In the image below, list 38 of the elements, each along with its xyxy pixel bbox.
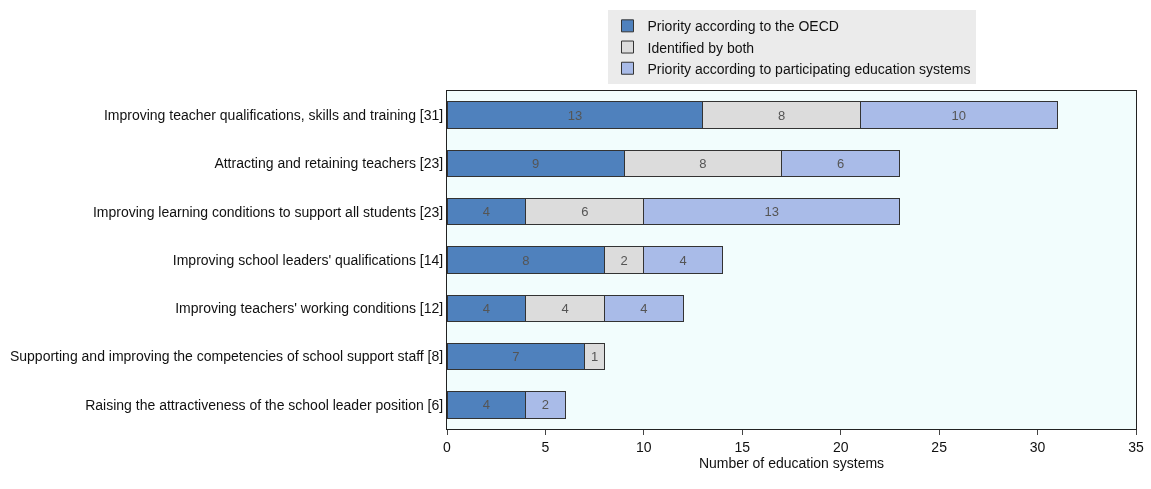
x-tick-label: 10 xyxy=(636,438,652,455)
data-label: 4 xyxy=(640,300,648,316)
y-tick-label: Improving school leaders' qualifications [14] xyxy=(172,251,444,268)
y-tick-label: Attracting and retaining teachers [23] xyxy=(214,155,444,172)
data-label: 9 xyxy=(531,155,540,171)
data-label: 4 xyxy=(679,252,687,268)
x-tick-label: 35 xyxy=(1128,438,1144,455)
data-label: 8 xyxy=(778,107,786,123)
data-label: 13 xyxy=(764,204,780,220)
data-label: 6 xyxy=(837,155,845,171)
data-label: 10 xyxy=(951,107,967,123)
legend-label: Priority according to the OECD xyxy=(647,18,839,35)
data-label: 8 xyxy=(699,155,707,171)
data-label: 7 xyxy=(512,349,520,365)
data-label: 6 xyxy=(581,204,589,220)
data-label: 1 xyxy=(591,349,599,365)
x-tick-label: 20 xyxy=(832,438,849,455)
data-label: 13 xyxy=(567,107,583,123)
data-label: 4 xyxy=(482,204,490,220)
x-tick-label: 30 xyxy=(1029,438,1046,455)
data-label: 4 xyxy=(561,300,569,316)
x-tick-label: 5 xyxy=(541,438,550,455)
legend-label: Identified by both xyxy=(647,39,755,56)
y-tick-label: Raising the attractiveness of the school leader position [6] xyxy=(85,396,444,413)
data-label: 2 xyxy=(541,397,550,413)
y-tick-label: Supporting and improving the competencies of school support staff [8] xyxy=(9,348,444,365)
x-tick-label: 25 xyxy=(931,438,948,455)
legend-label: Priority according to participating education systems xyxy=(647,60,971,77)
data-label: 8 xyxy=(522,252,530,268)
data-label: 2 xyxy=(620,252,628,268)
x-tick-label: 0 xyxy=(443,438,452,455)
data-label: 4 xyxy=(482,397,490,413)
y-tick-label: Improving learning conditions to support all students [23] xyxy=(92,203,444,220)
x-axis-title: Number of education systems xyxy=(698,455,885,472)
x-tick-label: 15 xyxy=(734,438,751,455)
y-tick-label: Improving teacher qualifications, skills and training [31] xyxy=(103,107,444,124)
data-label: 4 xyxy=(482,300,490,316)
y-tick-label: Improving teachers' working conditions [12] xyxy=(175,300,444,317)
